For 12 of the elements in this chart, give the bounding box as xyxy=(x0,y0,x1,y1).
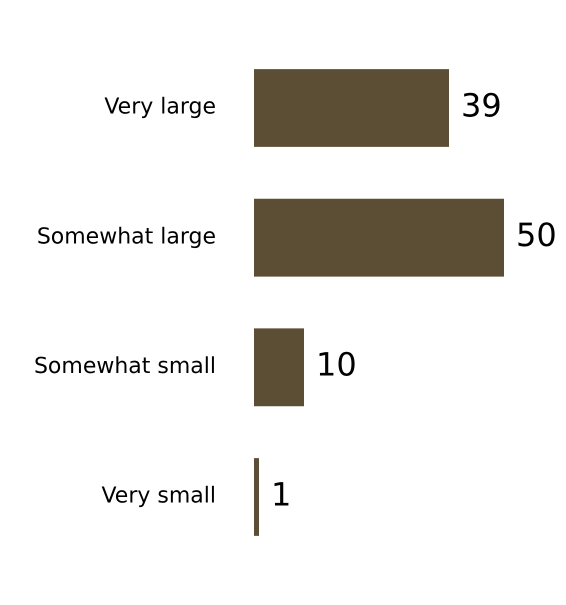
y-tick-label: Very large xyxy=(104,94,216,120)
y-tick-label: Somewhat large xyxy=(36,224,216,250)
data-label: 39 xyxy=(461,86,502,124)
y-tick-label: Very small xyxy=(101,484,216,509)
bar xyxy=(254,328,304,406)
data-label: 1 xyxy=(271,475,292,514)
data-label: 10 xyxy=(316,346,357,384)
y-tick-label: Somewhat small xyxy=(34,354,216,380)
bar xyxy=(254,458,259,536)
data-label: 50 xyxy=(516,216,557,254)
bar xyxy=(254,198,504,277)
bar xyxy=(254,69,449,147)
